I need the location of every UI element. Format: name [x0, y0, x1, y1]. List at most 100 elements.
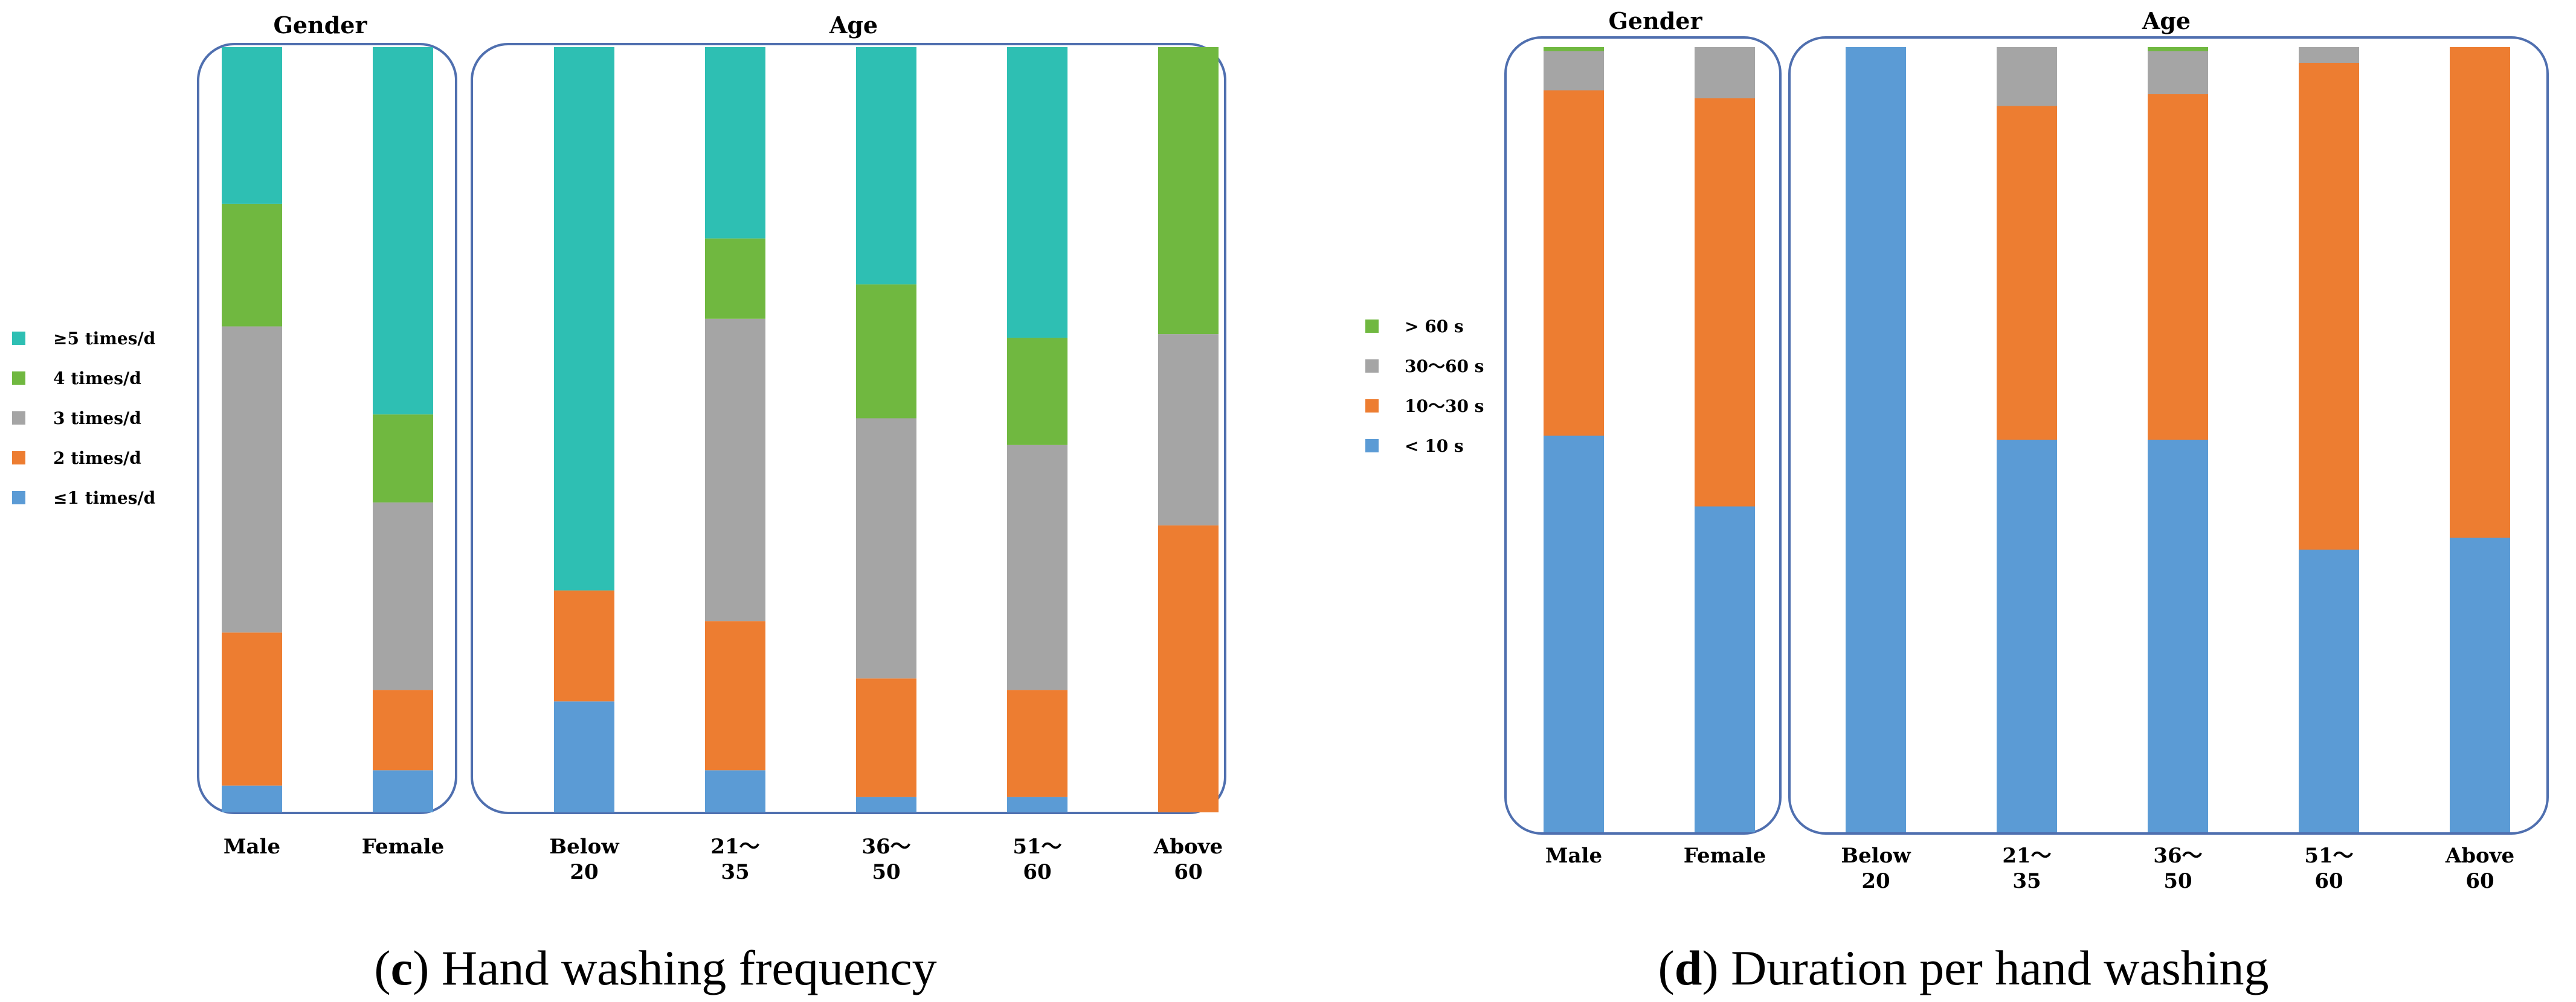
caption-letter: d: [1675, 940, 1702, 995]
bar-stack-51～-60: [1007, 47, 1067, 812]
bar-stack-male: [1544, 47, 1604, 832]
group-title-gender: Gender: [273, 11, 367, 39]
legend-label: < 10 s: [1405, 436, 1464, 456]
panel-caption-d: (d) Duration per hand washing: [1658, 940, 2268, 995]
bar-segment-36～-50-series-1: [856, 678, 916, 797]
group-box-gender: [197, 43, 457, 814]
category-label: 20: [570, 860, 598, 884]
bar-stack-36～-50: [856, 47, 916, 812]
legend-label: 10～30 s: [1405, 396, 1484, 416]
bar-segment-21～-35-series-4: [705, 47, 765, 239]
bar-segment-above-60-series-2: [1158, 334, 1219, 525]
bar-stack-female: [1695, 47, 1755, 832]
bar-segment-male-series-2: [222, 326, 282, 633]
bar-segment-36～-50-series-2: [856, 418, 916, 679]
group-title-age: Age: [829, 11, 878, 39]
bar-segment-51～-60-series-1: [1007, 690, 1067, 797]
bar-segment-51～-60-series-2: [2299, 47, 2359, 63]
bar-segment-36～-50-series-0: [856, 797, 916, 812]
legend-swatch: [12, 411, 25, 425]
bar-segment-21～-35-series-0: [1997, 440, 2057, 832]
bar-segment-male-series-0: [222, 785, 282, 812]
bar-segment-36～-50-series-0: [2148, 440, 2208, 832]
bar-segment-51～-60-series-4: [1007, 47, 1067, 338]
legend-swatch: [1365, 320, 1379, 333]
category-label: Male: [224, 835, 280, 859]
bar-segment-51～-60-series-0: [2299, 550, 2359, 832]
group-box-age: [1788, 36, 2549, 835]
legend-swatch: [12, 371, 25, 385]
bar-segment-female-series-4: [373, 47, 433, 415]
category-label: 35: [2012, 869, 2041, 893]
bar-segment-21～-35-series-0: [705, 770, 765, 812]
bar-segment-36～-50-series-2: [2148, 51, 2208, 94]
bar-segment-21～-35-series-1: [705, 621, 765, 771]
bar-segment-21～-35-series-2: [705, 318, 765, 621]
bar-segment-36～-50-series-3: [2148, 47, 2208, 51]
caption-text: Hand washing frequency: [429, 940, 936, 995]
bar-segment-female-series-0: [1695, 506, 1755, 832]
legend-label: 30～60 s: [1405, 356, 1484, 376]
category-label: 36～: [861, 835, 910, 859]
bar-segment-51～-60-series-3: [1007, 338, 1067, 445]
category-label: Male: [1545, 844, 1602, 868]
legend-swatch: [1365, 399, 1379, 413]
group-box-age: [471, 43, 1226, 814]
bar-segment-male-series-2: [1544, 51, 1604, 91]
legend-swatch: [12, 451, 25, 464]
group-title-age: Age: [2142, 7, 2191, 34]
legend-swatch: [12, 332, 25, 345]
bar-stack-51～-60: [2299, 47, 2359, 832]
legend-swatch: [12, 491, 25, 504]
bar-segment-51～-60-series-0: [1007, 797, 1067, 812]
category-label: 51～: [2304, 844, 2353, 868]
legend-label: 4 times/d: [53, 368, 141, 388]
category-label: 60: [1174, 860, 1202, 884]
bar-segment-21～-35-series-1: [1997, 106, 2057, 440]
bar-segment-female-series-1: [1695, 98, 1755, 507]
category-label: 21～: [710, 835, 759, 859]
group-box-gender: [1504, 36, 1782, 835]
bar-segment-below-20-series-0: [1846, 47, 1906, 832]
bar-segment-21～-35-series-3: [705, 238, 765, 319]
legend-swatch: [1365, 439, 1379, 452]
bar-segment-above-60-series-1: [2450, 47, 2510, 538]
bar-segment-male-series-0: [1544, 435, 1604, 832]
category-label: Below: [1841, 844, 1911, 868]
category-label: 21～: [2002, 844, 2051, 868]
legend-swatch: [1365, 359, 1379, 373]
category-label: 36～: [2153, 844, 2202, 868]
bar-segment-female-series-0: [373, 770, 433, 812]
legend: ≥5 times/d 4 times/d 3 times/d 2 times/d ≤1 …: [12, 329, 155, 508]
category-label: 60: [1023, 860, 1051, 884]
bar-stack-36～-50: [2148, 47, 2208, 832]
bar-segment-male-series-1: [1544, 90, 1604, 436]
group-title-gender: Gender: [1608, 7, 1702, 34]
category-label: 50: [2163, 869, 2192, 893]
bar-stack-21～-35: [1997, 47, 2057, 832]
bar-segment-male-series-3: [1544, 47, 1604, 51]
bar-segment-female-series-1: [373, 690, 433, 771]
bar-stack-above-60: [2450, 47, 2510, 832]
caption-letter: c: [391, 940, 413, 995]
legend-label: > 60 s: [1405, 316, 1464, 336]
bar-stack-female: [373, 47, 433, 812]
bar-stack-below-20: [554, 47, 614, 812]
bar-segment-21～-35-series-2: [1997, 47, 2057, 106]
bar-segment-36～-50-series-1: [2148, 94, 2208, 440]
legend-label: 2 times/d: [53, 448, 141, 468]
category-label: Female: [362, 835, 444, 859]
bar-segment-above-60-series-0: [2450, 538, 2510, 832]
bar-segment-51～-60-series-1: [2299, 63, 2359, 550]
legend-label: ≤1 times/d: [53, 488, 155, 508]
category-label: Female: [1684, 844, 1766, 868]
bar-stack-male: [222, 47, 282, 812]
bar-segment-female-series-2: [373, 502, 433, 690]
bar-segment-above-60-series-3: [1158, 47, 1219, 335]
legend-label: 3 times/d: [53, 408, 141, 428]
bar-segment-male-series-4: [222, 47, 282, 204]
category-label: Above: [2445, 844, 2514, 868]
